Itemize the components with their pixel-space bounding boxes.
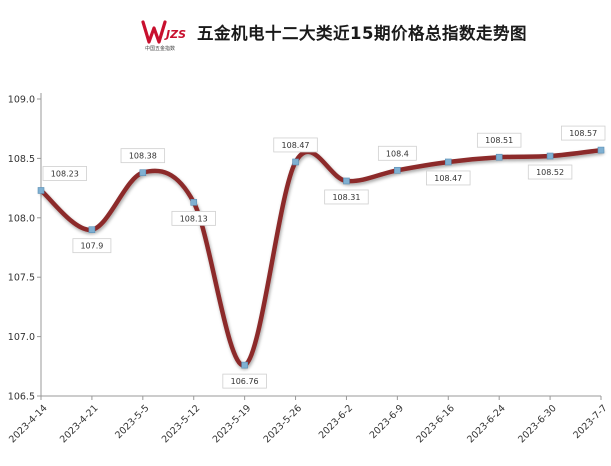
data-label-text: 108.23 — [51, 169, 79, 178]
data-label: 108.13 — [171, 210, 216, 226]
data-markers — [37, 146, 605, 369]
data-point — [394, 166, 401, 174]
data-label-box — [120, 148, 166, 164]
x-tick-label: 2023-4-14 — [7, 403, 50, 446]
data-label: 108.31 — [324, 189, 369, 205]
data-label: 108.52 — [527, 164, 573, 180]
data-point — [343, 177, 350, 185]
data-label-text: 107.9 — [80, 242, 103, 251]
data-point — [495, 153, 503, 161]
x-tick-label: 2023-5-12 — [160, 403, 203, 446]
axes — [40, 93, 601, 397]
data-label-box — [561, 125, 606, 141]
wjzs-logo-icon: JZS 中国五金指数 — [141, 20, 186, 52]
data-label-text: 108.38 — [129, 152, 157, 161]
data-label-box — [273, 137, 318, 153]
data-label-text: 108.4 — [386, 149, 409, 158]
x-tick-label: 2023-6-24 — [465, 403, 508, 446]
data-point — [88, 226, 96, 233]
data-label: 107.9 — [72, 238, 112, 254]
y-tick-label: 106.5 — [8, 392, 35, 403]
data-label-text: 108.47 — [282, 141, 310, 150]
data-point — [241, 361, 248, 369]
data-point — [292, 158, 299, 166]
data-label-box — [377, 145, 417, 161]
y-tick-label: 108.0 — [8, 213, 35, 224]
x-tick-label: 2023-6-30 — [516, 403, 559, 446]
logo-subtext: 中国五金指数 — [145, 45, 175, 52]
x-tick-label: 2023-7-7 — [571, 403, 609, 441]
data-point — [139, 169, 147, 176]
data-label-box — [72, 238, 112, 254]
y-tick-label: 108.5 — [8, 154, 35, 165]
data-point — [37, 187, 45, 194]
y-tick-label: 107.0 — [8, 332, 35, 343]
y-tick-label: 107.5 — [8, 273, 35, 284]
data-label-box — [527, 164, 573, 180]
data-label-text: 108.57 — [569, 129, 597, 138]
data-label-box — [426, 170, 471, 186]
x-tick-label: 2023-5-26 — [262, 403, 305, 446]
data-label: 108.57 — [561, 125, 606, 141]
data-point — [597, 146, 605, 154]
data-label-text: 108.51 — [485, 136, 513, 145]
data-label-text: 108.13 — [180, 214, 208, 223]
data-label-box — [42, 166, 87, 181]
x-tick-label: 2023-6-16 — [414, 403, 457, 446]
data-label: 108.51 — [476, 132, 522, 148]
data-label-text: 108.31 — [332, 193, 360, 202]
data-labels: 108.23 107.9 108.38 108.13 106.76 108.47 108.3… — [42, 125, 606, 389]
y-tick-label: 109.0 — [8, 95, 35, 106]
data-point — [444, 158, 452, 166]
data-label: 108.47 — [426, 170, 471, 186]
data-label-text: 108.47 — [434, 174, 462, 183]
data-label-box — [171, 210, 216, 226]
x-tick-label: 2023-6-2 — [317, 403, 355, 441]
data-point — [190, 199, 198, 206]
data-label-text: 108.52 — [536, 168, 564, 177]
data-label: 108.23 — [42, 166, 87, 181]
title-row: JZS 中国五金指数 五金机电十二大类近15期价格总指数走势图 — [0, 14, 611, 56]
data-label-box — [476, 132, 522, 148]
data-point — [546, 152, 554, 160]
x-axis-ticks: 2023-4-14 2023-4-21 2023-5-5 2023-5-12 2023-… — [7, 396, 610, 445]
x-tick-label: 2023-6-9 — [368, 403, 406, 441]
y-axis-ticks: 109.0 108.5 108.0 107.5 107.0 106.5 — [8, 95, 41, 403]
logo-letters: JZS — [164, 28, 186, 41]
series-line — [38, 147, 604, 368]
data-label-text: 106.76 — [231, 377, 259, 386]
x-tick-label: 2023-4-21 — [58, 403, 101, 446]
data-label: 108.38 — [120, 148, 166, 164]
data-label-box — [222, 373, 267, 389]
data-label-box — [324, 189, 369, 205]
data-label: 108.47 — [273, 137, 318, 153]
series-line-path — [38, 147, 604, 368]
data-label: 106.76 — [222, 373, 267, 389]
x-tick-label: 2023-5-19 — [211, 403, 254, 446]
data-label: 108.4 — [377, 145, 417, 161]
x-tick-label: 2023-5-5 — [113, 403, 151, 441]
chart-title: 五金机电十二大类近15期价格总指数走势图 — [197, 24, 527, 43]
